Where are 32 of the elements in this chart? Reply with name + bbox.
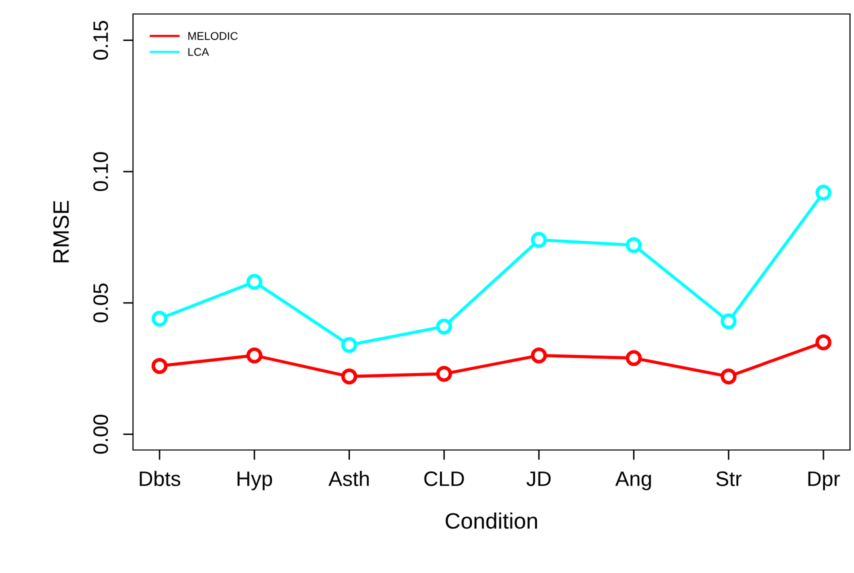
x-tick-label: Hyp [238,472,272,490]
point [530,232,547,248]
x-tick-label: JD [526,472,551,486]
point [626,350,642,366]
point [720,368,737,384]
x-tick-label: CLD [424,471,464,486]
point [530,347,547,364]
x-tick-label: Asth [328,470,369,486]
point [436,318,452,335]
legend-label: LCA [188,48,210,56]
x-tick-label: Ang [615,472,651,490]
legend-label: MELODIC [188,32,238,40]
y-tick-label: 0.05 [93,284,108,322]
point [720,313,737,330]
point [626,237,642,254]
y-axis-title: RMSE [53,200,69,262]
x-tick-label: Dpr [808,472,840,490]
y-tick-label: 0.15 [93,20,108,60]
y-tick-label: 0.00 [93,414,108,454]
point [246,347,262,364]
y-tick-label: 0.10 [93,152,108,192]
point [341,368,358,384]
x-tick-label: Str [716,471,742,486]
point [152,310,168,327]
point [341,336,358,353]
point [152,358,168,374]
x-tick-label: Dbts [140,470,180,486]
point [815,334,832,350]
point [246,274,262,290]
point [815,184,832,201]
x-axis-title: Condition [446,512,538,529]
point [436,366,452,382]
